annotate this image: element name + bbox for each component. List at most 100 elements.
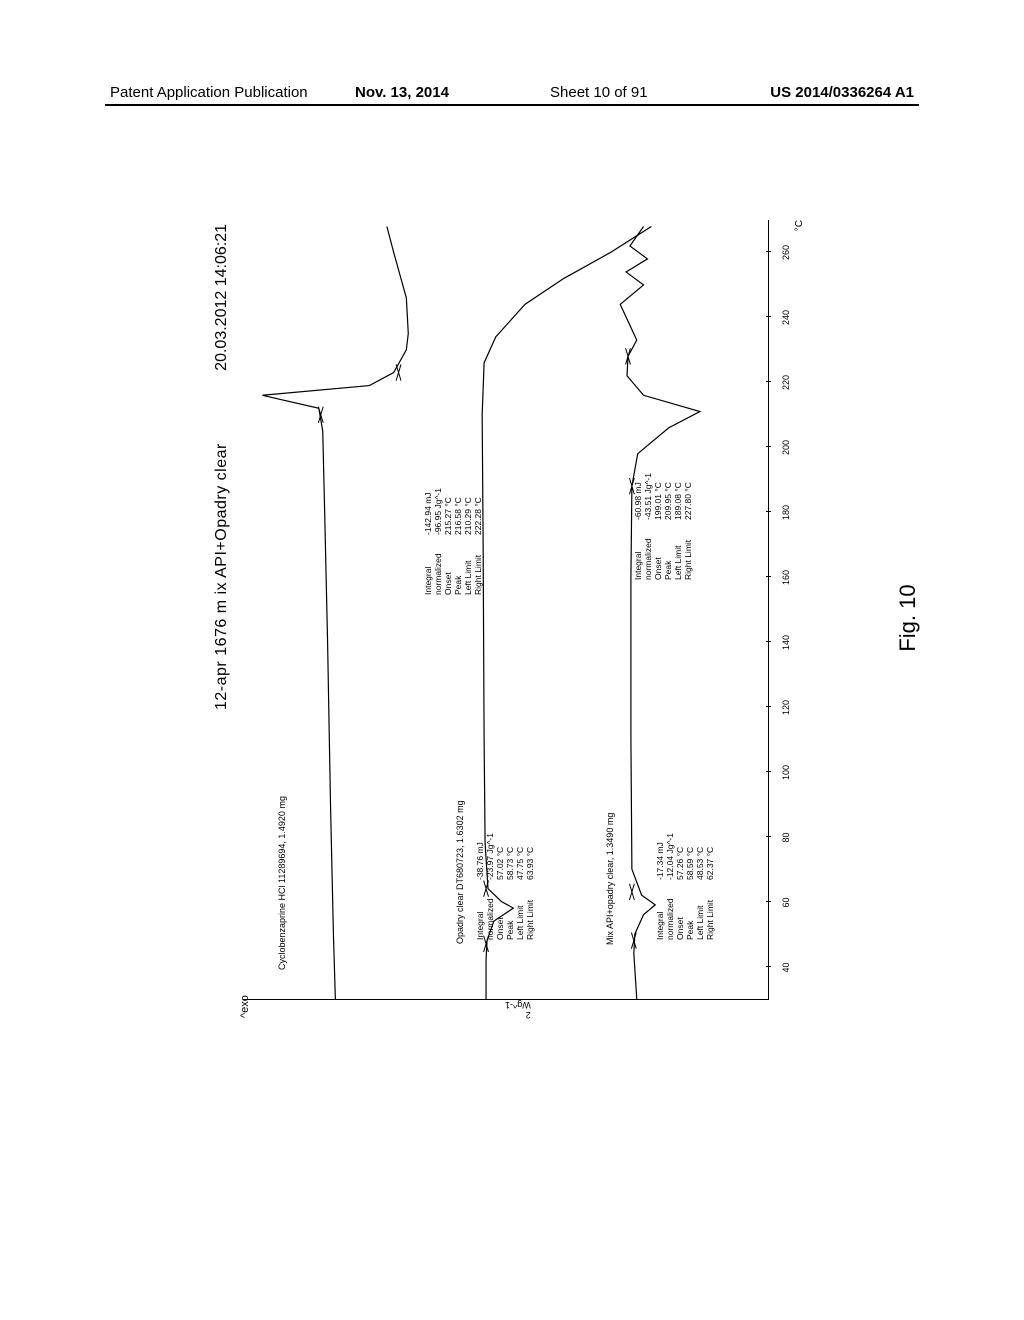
chart-title: 12-apr 1676 m ix API+Opadry clear — [213, 443, 231, 710]
peak-data-key: normalized — [485, 880, 495, 940]
sample-label: Mix API+opadry clear, 1.3490 mg — [605, 813, 615, 945]
x-tick-mark — [766, 252, 771, 253]
peak-data-row: Integral-17.34 mJ — [655, 833, 665, 940]
peak-data-row: Left Limit210.29 °C — [463, 488, 473, 595]
peak-data-row: Onset199.01 °C — [653, 473, 663, 580]
peak-data-key: Peak — [663, 520, 673, 580]
peak-data-key: Onset — [675, 880, 685, 940]
peak-data-value: 48.53 °C — [695, 847, 705, 880]
peak-data-row: Peak209.95 °C — [663, 473, 673, 580]
peak-data-value: 209.95 °C — [663, 482, 673, 520]
peak-data-value: 58.73 °C — [505, 847, 515, 880]
x-tick-mark — [766, 902, 771, 903]
header-sheet: Sheet 10 of 91 — [550, 84, 648, 101]
x-tick-label: 160 — [781, 570, 791, 585]
integration-marker — [396, 364, 401, 380]
x-tick-label: 220 — [781, 375, 791, 390]
x-tick-label: 260 — [781, 245, 791, 260]
peak-data-value: -12.04 Jg^-1 — [665, 833, 675, 880]
peak-data-value: 47.75 °C — [515, 847, 525, 880]
x-tick-mark — [766, 837, 771, 838]
peak-data-value: 215.27 °C — [443, 497, 453, 535]
peak-data-value: -17.34 mJ — [655, 842, 665, 880]
peak-data-key: Left Limit — [515, 880, 525, 940]
y-unit-label: Wg^-1 — [505, 1000, 531, 1010]
peak-data-key: Integral — [633, 520, 643, 580]
peak-data-key: Left Limit — [673, 520, 683, 580]
page-header: Patent Application Publication Nov. 13, … — [0, 78, 1024, 106]
integration-marker — [629, 884, 634, 900]
sample-label: Cyclobenzaprine HCl 11289694, 1.4920 mg — [277, 796, 287, 970]
x-tick-mark — [766, 512, 771, 513]
peak-data-row: Integral-142.94 mJ — [423, 488, 433, 595]
peak-data-block: Integral-38.76 mJnormalized-23.97 Jg^-1O… — [475, 833, 535, 940]
peak-data-value: -142.94 mJ — [423, 492, 433, 535]
x-tick-mark — [766, 577, 771, 578]
x-tick-label: 240 — [781, 310, 791, 325]
peak-data-key: Peak — [505, 880, 515, 940]
peak-data-row: Onset57.02 °C — [495, 833, 505, 940]
peak-data-row: Integral-38.76 mJ — [475, 833, 485, 940]
x-tick-label: 60 — [781, 897, 791, 907]
peak-data-row: Peak58.73 °C — [505, 833, 515, 940]
peak-data-row: normalized-43.51 Jg^-1 — [643, 473, 653, 580]
x-tick-mark — [766, 707, 771, 708]
peak-data-value: 58.59 °C — [685, 847, 695, 880]
y-axis-unit: 2 Wg^-1 — [505, 1000, 531, 1020]
peak-data-value: -43.51 Jg^-1 — [643, 473, 653, 520]
peak-data-row: normalized-96.95 Jg^-1 — [433, 488, 443, 595]
peak-data-block: Integral-60.98 mJnormalized-43.51 Jg^-1O… — [633, 473, 693, 580]
peak-data-row: Onset215.27 °C — [443, 488, 453, 595]
x-tick-label: 40 — [781, 962, 791, 972]
chart-timestamp: 20.03.2012 14:06:21 — [213, 224, 231, 371]
peak-data-key: Right Limit — [473, 535, 483, 595]
peak-data-value: -38.76 mJ — [475, 842, 485, 880]
peak-data-key: Right Limit — [705, 880, 715, 940]
peak-data-key: Left Limit — [463, 535, 473, 595]
peak-data-row: normalized-12.04 Jg^-1 — [665, 833, 675, 940]
peak-data-key: Left Limit — [695, 880, 705, 940]
y-scale-mark: 2 — [526, 1010, 531, 1020]
peak-data-row: Left Limit48.53 °C — [695, 833, 705, 940]
peak-data-row: normalized-23.97 Jg^-1 — [485, 833, 495, 940]
peak-data-key: normalized — [665, 880, 675, 940]
peak-data-row: Right Limit222.28 °C — [473, 488, 483, 595]
x-axis-unit: °C — [794, 220, 805, 231]
x-tick-label: 120 — [781, 700, 791, 715]
figure-caption: Fig. 10 — [895, 568, 921, 668]
peak-data-row: Right Limit227.80 °C — [683, 473, 693, 580]
x-tick-mark — [766, 382, 771, 383]
x-tick-mark — [766, 772, 771, 773]
header-rule — [105, 104, 919, 106]
peak-data-key: Integral — [475, 880, 485, 940]
peak-data-value: 189.08 °C — [673, 482, 683, 520]
x-tick-label: 140 — [781, 635, 791, 650]
peak-data-row: Peak216.58 °C — [453, 488, 463, 595]
peak-data-key: Peak — [453, 535, 463, 595]
peak-data-key: Onset — [495, 880, 505, 940]
peak-data-value: 216.58 °C — [453, 497, 463, 535]
peak-data-key: Right Limit — [525, 880, 535, 940]
peak-data-key: Integral — [423, 535, 433, 595]
peak-data-key: normalized — [433, 535, 443, 595]
x-tick-mark — [766, 447, 771, 448]
x-tick-label: 200 — [781, 440, 791, 455]
figure-rotated-container: 12-apr 1676 m ix API+Opadry clear 20.03.… — [215, 214, 815, 1010]
x-tick-mark — [766, 967, 771, 968]
peak-data-row: Onset57.26 °C — [675, 833, 685, 940]
peak-data-value: -96.95 Jg^-1 — [433, 488, 443, 535]
peak-data-value: 63.93 °C — [525, 847, 535, 880]
peak-data-value: 199.01 °C — [653, 482, 663, 520]
peak-data-key: Right Limit — [683, 520, 693, 580]
peak-data-value: 227.80 °C — [683, 482, 693, 520]
peak-data-row: Right Limit63.93 °C — [525, 833, 535, 940]
x-tick-mark — [766, 317, 771, 318]
peak-data-row: Peak58.59 °C — [685, 833, 695, 940]
x-tick-mark — [766, 642, 771, 643]
peak-data-value: 210.29 °C — [463, 497, 473, 535]
figure-frame: 12-apr 1676 m ix API+Opadry clear 20.03.… — [195, 194, 835, 1030]
header-date: Nov. 13, 2014 — [355, 84, 449, 101]
peak-data-value: 57.26 °C — [675, 847, 685, 880]
peak-data-key: normalized — [643, 520, 653, 580]
header-left-text: Patent Application Publication — [110, 84, 308, 101]
